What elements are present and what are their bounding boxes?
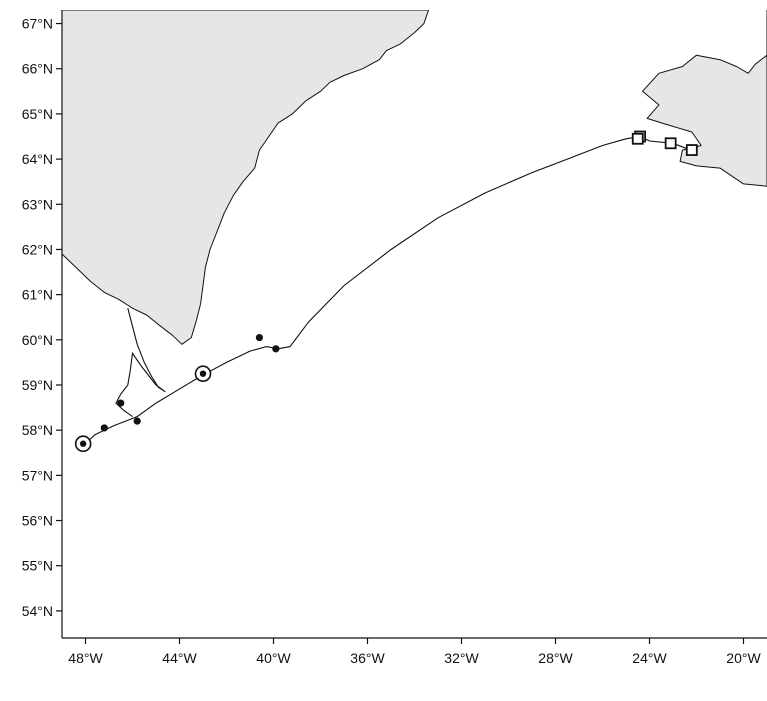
x-tick-label-3: 36°W bbox=[350, 650, 385, 666]
marker-layer bbox=[74, 130, 698, 453]
y-tick-label-2: 65°N bbox=[22, 106, 53, 122]
inshore-loop-line bbox=[115, 308, 166, 418]
y-tick-label-3: 64°N bbox=[22, 151, 53, 167]
filled-circles-marker-3 bbox=[255, 333, 263, 342]
x-tick-label-6: 24°W bbox=[632, 650, 667, 666]
x-axis: 48°W 44°W 40°W 36°W 32°W 28°W 24°W 20°W bbox=[68, 638, 761, 666]
open-squares-marker-1 bbox=[631, 132, 644, 145]
x-tick-label-0: 48°W bbox=[68, 650, 103, 666]
y-tick-label-4: 63°N bbox=[22, 196, 53, 212]
ringed-circles-marker-0 bbox=[74, 435, 92, 453]
x-tick-label-1: 44°W bbox=[162, 650, 197, 666]
y-tick-label-10: 57°N bbox=[22, 467, 53, 483]
y-tick-label-13: 54°N bbox=[22, 603, 53, 619]
y-tick-label-1: 66°N bbox=[22, 61, 53, 77]
y-tick-label-5: 62°N bbox=[22, 241, 53, 257]
y-tick-label-12: 55°N bbox=[22, 558, 53, 574]
ringed-circles-marker-0-dot bbox=[79, 440, 87, 447]
x-tick-label-7: 20°W bbox=[726, 650, 761, 666]
filled-circles-marker-0 bbox=[117, 399, 125, 407]
x-tick-label-4: 32°W bbox=[444, 650, 479, 666]
x-tick-label-5: 28°W bbox=[538, 650, 573, 666]
y-tick-label-0: 67°N bbox=[22, 16, 53, 32]
land-layer bbox=[62, 10, 767, 345]
ringed-circles-marker-1-dot bbox=[199, 370, 207, 377]
y-tick-label-8: 59°N bbox=[22, 377, 53, 393]
filled-circles-marker-1 bbox=[100, 424, 108, 432]
ringed-circles-marker-1 bbox=[194, 365, 212, 382]
y-tick-label-7: 60°N bbox=[22, 332, 53, 348]
x-tick-label-2: 40°W bbox=[256, 650, 291, 666]
filled-circles-marker-2 bbox=[133, 417, 141, 425]
iceland-landmass bbox=[642, 10, 767, 187]
y-tick-label-11: 56°N bbox=[22, 513, 53, 529]
greenland-landmass bbox=[62, 10, 430, 345]
y-tick-label-6: 61°N bbox=[22, 287, 53, 303]
open-squares-marker-3 bbox=[685, 144, 698, 156]
y-tick-label-9: 58°N bbox=[22, 422, 53, 438]
open-squares-marker-2 bbox=[664, 137, 677, 150]
filled-circles-marker-4 bbox=[272, 345, 280, 353]
y-axis: 67°N 66°N 65°N 64°N 63°N 62°N 61°N 60°N 59°N 58°N… bbox=[22, 16, 62, 619]
